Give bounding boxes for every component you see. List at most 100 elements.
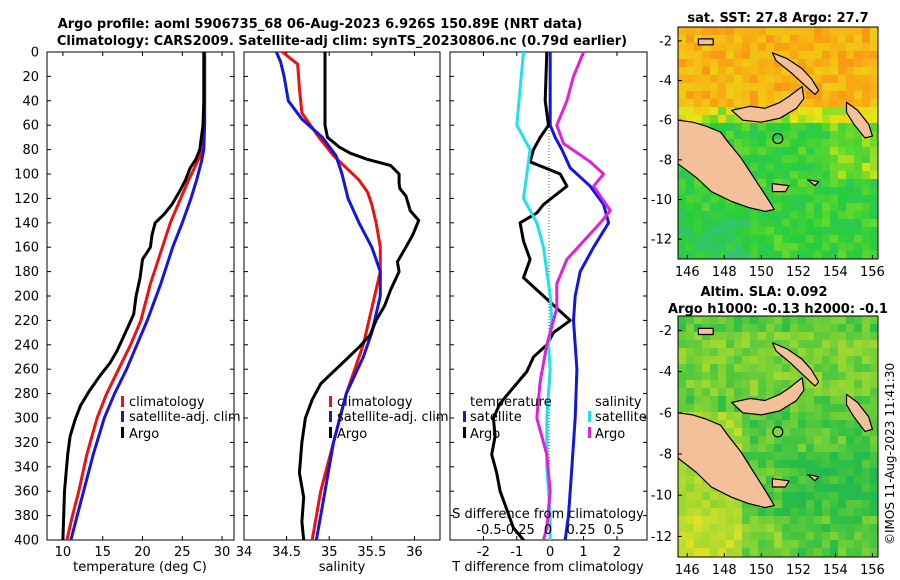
map-y-tick-label: -4 bbox=[659, 74, 672, 89]
map-cell bbox=[862, 51, 871, 60]
map-cell bbox=[846, 380, 855, 389]
map-cell bbox=[710, 412, 719, 421]
map-cell bbox=[694, 27, 703, 36]
map-cell bbox=[766, 243, 775, 252]
map-cell bbox=[758, 332, 767, 341]
map-cell bbox=[718, 492, 727, 501]
legend-temperature-title: temperature bbox=[470, 395, 552, 410]
map-cell bbox=[678, 35, 687, 44]
map-cell bbox=[774, 508, 783, 517]
map-x-tick-label: 156 bbox=[860, 563, 885, 578]
map-cell bbox=[686, 476, 695, 485]
map-cell bbox=[758, 460, 767, 469]
map-cell bbox=[822, 83, 831, 92]
map-cell bbox=[814, 380, 823, 389]
map-cell bbox=[806, 452, 815, 461]
map-cell bbox=[862, 492, 871, 501]
map-cell bbox=[758, 516, 767, 525]
map-cell bbox=[774, 436, 783, 445]
map-cell bbox=[782, 340, 791, 349]
map-cell bbox=[742, 332, 751, 341]
map-cell bbox=[718, 75, 727, 84]
map-cell bbox=[758, 99, 767, 108]
map-cell bbox=[782, 163, 791, 172]
map-cell bbox=[694, 59, 703, 68]
map-cell bbox=[742, 123, 751, 132]
map-cell bbox=[870, 211, 878, 220]
map-cell bbox=[806, 316, 815, 325]
map-cell bbox=[798, 35, 807, 44]
map-cell bbox=[806, 131, 815, 140]
map-cell bbox=[862, 179, 871, 188]
y-tick-label: 0 bbox=[31, 46, 39, 61]
map-cell bbox=[830, 436, 839, 445]
map-cell bbox=[854, 332, 863, 341]
map-cell bbox=[782, 460, 791, 469]
map-cell bbox=[702, 348, 711, 357]
map-cell bbox=[862, 219, 871, 228]
map-cell bbox=[798, 211, 807, 220]
map-cell bbox=[846, 147, 855, 156]
map-cell bbox=[734, 396, 743, 405]
map-cell bbox=[702, 51, 711, 60]
map-cell bbox=[782, 131, 791, 140]
x-tick-label: 35.5 bbox=[357, 545, 386, 560]
map-cell bbox=[838, 27, 847, 36]
map-cell bbox=[734, 420, 743, 429]
map-cell bbox=[870, 83, 878, 92]
map-cell bbox=[742, 83, 751, 92]
map-cell bbox=[758, 532, 767, 541]
map-cell bbox=[822, 99, 831, 108]
map-cell bbox=[726, 348, 735, 357]
map-cell bbox=[758, 380, 767, 389]
map-cell bbox=[710, 107, 719, 116]
map-cell bbox=[718, 99, 727, 108]
map-cell bbox=[838, 460, 847, 469]
map-cell bbox=[686, 235, 695, 244]
map-cell bbox=[686, 324, 695, 333]
map-cell bbox=[846, 332, 855, 341]
map-cell bbox=[790, 75, 799, 84]
map-cell bbox=[870, 332, 878, 341]
map-cell bbox=[694, 195, 703, 204]
map-cell bbox=[758, 548, 767, 557]
y-tick-label: 160 bbox=[14, 241, 39, 256]
map-cell bbox=[806, 219, 815, 228]
map-cell bbox=[678, 380, 687, 389]
map-cell bbox=[678, 91, 687, 100]
map-cell bbox=[766, 436, 775, 445]
land bbox=[697, 327, 714, 336]
map-cell bbox=[702, 372, 711, 381]
map-cell bbox=[814, 219, 823, 228]
map-cell bbox=[750, 35, 759, 44]
map-cell bbox=[854, 444, 863, 453]
map-cell bbox=[718, 83, 727, 92]
map-cell bbox=[790, 476, 799, 485]
map-cell bbox=[702, 227, 711, 236]
map-cell bbox=[846, 476, 855, 485]
map-cell bbox=[854, 83, 863, 92]
map-cell bbox=[726, 412, 735, 421]
map-cell bbox=[774, 388, 783, 397]
map-cell bbox=[694, 532, 703, 541]
map-cell bbox=[870, 364, 878, 373]
map-cell bbox=[742, 452, 751, 461]
map-cell bbox=[846, 163, 855, 172]
map-cell bbox=[822, 484, 831, 493]
y-tick-label: 320 bbox=[14, 436, 39, 451]
map-cell bbox=[686, 492, 695, 501]
map-cell bbox=[750, 364, 759, 373]
series-line-argo bbox=[61, 52, 206, 540]
map-cell bbox=[814, 436, 823, 445]
map-cell bbox=[870, 35, 878, 44]
map-y-tick-label: -2 bbox=[659, 34, 672, 49]
map-cell bbox=[806, 163, 815, 172]
map-cell bbox=[718, 235, 727, 244]
map-cell bbox=[814, 548, 823, 557]
map-cell bbox=[854, 356, 863, 365]
map-cell bbox=[806, 548, 815, 557]
map-cell bbox=[726, 372, 735, 381]
map-cell bbox=[798, 484, 807, 493]
map-cell bbox=[774, 380, 783, 389]
map-cell bbox=[846, 99, 855, 108]
